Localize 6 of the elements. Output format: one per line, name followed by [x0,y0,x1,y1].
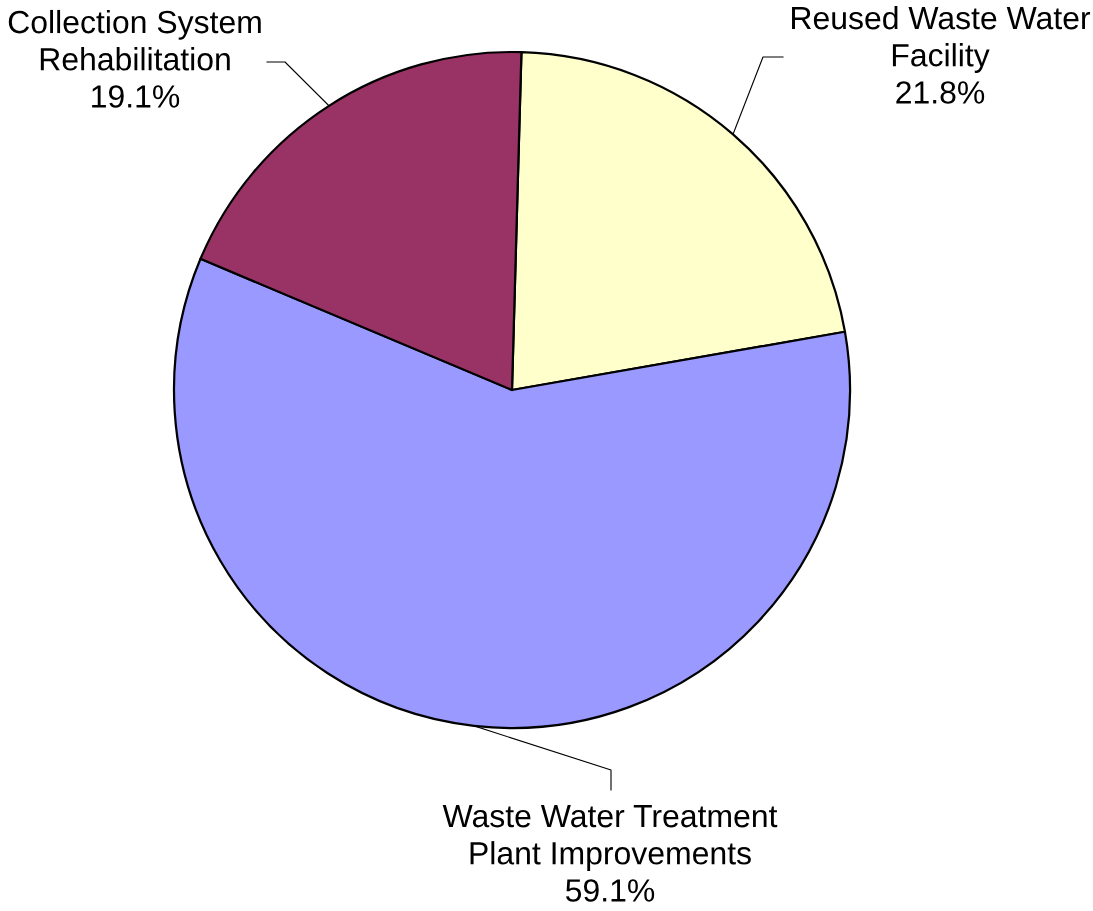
data-label: 59.1% [565,879,655,902]
data-label: 21.8% [896,81,985,104]
slice-label: Collection System Rehabilitation [8,9,261,71]
data-label: 19.1% [92,85,180,108]
slice-label: Reused Waste Water Facility [792,5,1091,73]
slice-label: Waste Water Treatment Plant Improvements [442,805,778,871]
